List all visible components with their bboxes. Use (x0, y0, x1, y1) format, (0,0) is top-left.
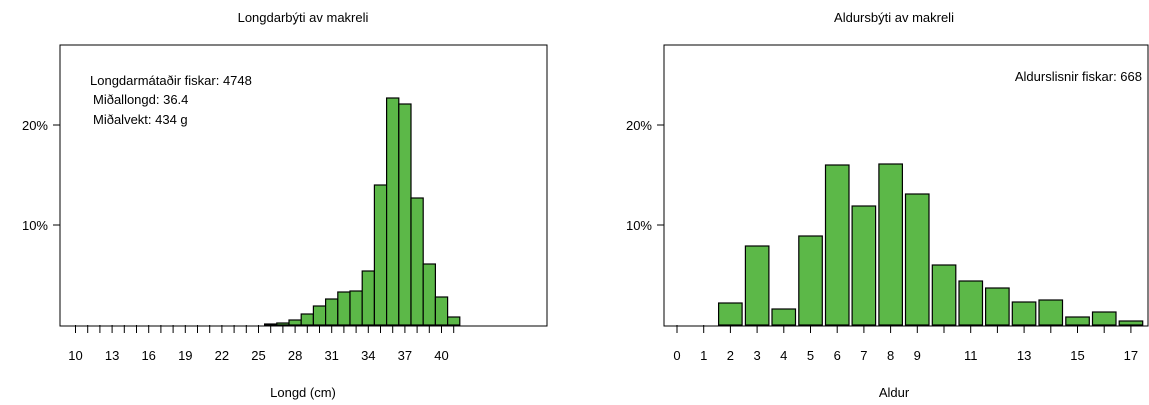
age-bar-16 (1091, 311, 1117, 326)
age-y-tick-label-10: 10% (626, 218, 652, 233)
length-x-tick-label-28: 28 (288, 348, 302, 363)
age-x-tick-label-11: 11 (964, 348, 978, 363)
age-bar-4 (771, 308, 797, 326)
age-x-tick-label-7: 7 (860, 348, 867, 363)
length-bar-35 (373, 184, 388, 326)
length-x-ticks: 10 13 16 19 22 25 28 31 34 37 40 (68, 325, 455, 363)
age-bar-2 (717, 302, 743, 326)
length-bar-32 (337, 291, 351, 326)
length-bar-36 (386, 97, 400, 326)
length-bar-38 (410, 197, 424, 326)
length-x-tick-label-13: 13 (105, 348, 119, 363)
length-bar-26 (264, 323, 278, 326)
age-x-tick-label-0: 0 (673, 348, 680, 363)
length-y-tick-label-10: 10% (22, 218, 48, 233)
length-x-tick-label-10: 10 (68, 348, 82, 363)
age-bar-8 (878, 163, 904, 326)
age-annotation-count: Aldurslisnir fiskar: 668 (1015, 69, 1142, 84)
length-chart: Longdarbýti av makreli 10 13 16 19 22 25 28 31 3… (22, 10, 548, 400)
age-y-ticks: 10% 20% (626, 118, 664, 233)
age-bar-3 (744, 245, 770, 326)
age-x-tick-label-3: 3 (753, 348, 760, 363)
age-x-tick-label-2: 2 (727, 348, 734, 363)
age-bar-5 (798, 235, 823, 326)
age-bar-12 (984, 287, 1010, 326)
length-bar-30 (312, 305, 327, 326)
age-plot-frame (663, 44, 1149, 327)
age-bar-17 (1118, 320, 1144, 326)
age-y-tick-label-20: 20% (626, 118, 652, 133)
age-bar-9 (904, 193, 930, 326)
length-bar-28 (288, 319, 302, 326)
length-annotation-count: Longdarmátaðir fiskar: 4748 (90, 73, 252, 88)
age-x-tick-label-6: 6 (834, 348, 841, 363)
age-bar-6 (824, 164, 850, 326)
length-x-tick-label-40: 40 (434, 348, 448, 363)
length-bars (264, 97, 461, 326)
length-bar-34 (361, 270, 376, 326)
length-annotation-mean-weight: Miðalvekt: 434 g (93, 112, 188, 127)
length-x-tick-label-31: 31 (324, 348, 338, 363)
length-bar-33 (349, 290, 363, 326)
length-x-tick-label-19: 19 (178, 348, 192, 363)
age-x-tick-label-4: 4 (780, 348, 787, 363)
age-x-tick-label-13: 13 (1017, 348, 1031, 363)
length-bar-29 (300, 313, 315, 326)
length-x-tick-label-22: 22 (215, 348, 229, 363)
length-x-tick-label-16: 16 (141, 348, 155, 363)
age-x-axis-label: Aldur (879, 385, 910, 400)
length-plot-frame (59, 44, 548, 327)
age-bars (717, 163, 1144, 326)
length-x-axis-label: Longd (cm) (270, 385, 336, 400)
length-x-tick-label-34: 34 (361, 348, 375, 363)
age-chart: Aldursbýti av makreli 0 1 2 3 4 5 6 7 8 9 11 13 15 17… (626, 10, 1149, 400)
age-bar-14 (1038, 299, 1064, 326)
length-x-tick-label-25: 25 (251, 348, 265, 363)
age-chart-title: Aldursbýti av makreli (834, 10, 954, 25)
age-x-tick-label-15: 15 (1070, 348, 1084, 363)
age-x-ticks: 0 1 2 3 4 5 6 7 8 9 11 13 15 17 (673, 325, 1138, 363)
age-bar-10 (931, 264, 957, 326)
age-bar-11 (958, 280, 984, 326)
length-annotation-mean-length: Miðallongd: 36.4 (93, 92, 188, 107)
length-bar-37 (398, 103, 412, 326)
length-x-tick-label-37: 37 (398, 348, 412, 363)
length-bar-40 (434, 296, 449, 326)
age-bar-15 (1065, 316, 1090, 326)
length-y-ticks: 10% 20% (22, 118, 60, 233)
length-bar-39 (422, 263, 437, 326)
age-x-tick-label-1: 1 (700, 348, 707, 363)
age-x-tick-label-5: 5 (807, 348, 814, 363)
age-bar-7 (851, 205, 877, 326)
age-x-tick-label-8: 8 (887, 348, 894, 363)
length-bar-41 (447, 316, 461, 326)
length-chart-title: Longdarbýti av makreli (238, 10, 369, 25)
length-bar-31 (325, 298, 339, 326)
length-bar-27 (276, 322, 290, 326)
age-x-tick-label-9: 9 (914, 348, 921, 363)
age-x-tick-label-17: 17 (1124, 348, 1138, 363)
length-y-tick-label-20: 20% (22, 118, 48, 133)
age-bar-13 (1011, 301, 1037, 326)
